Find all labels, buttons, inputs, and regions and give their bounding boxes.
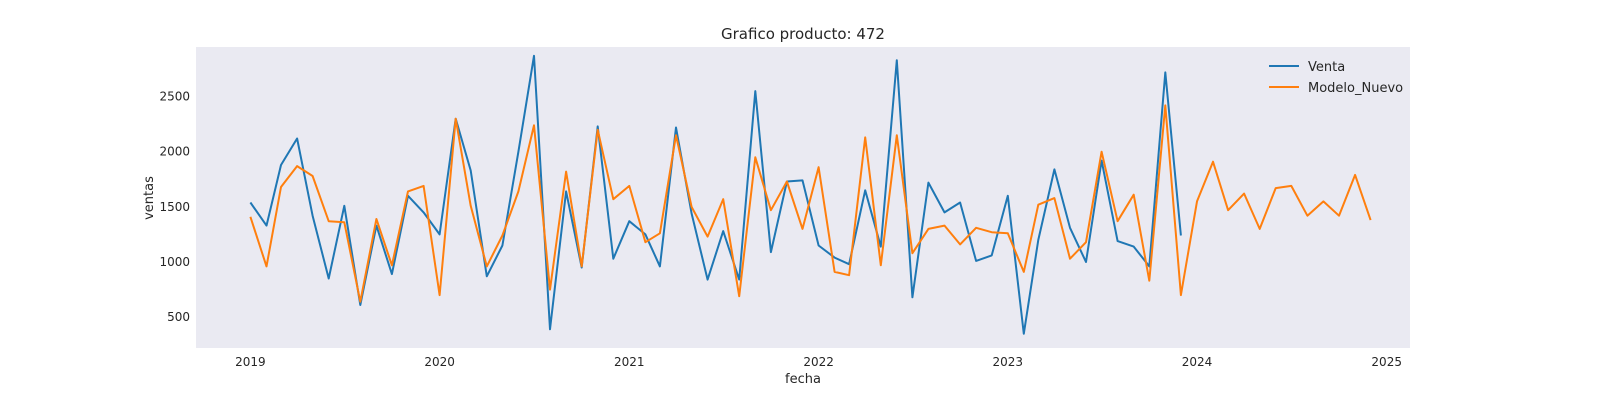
x-tick-label: 2019 bbox=[235, 355, 266, 369]
x-tick-label: 2021 bbox=[614, 355, 645, 369]
x-tick-label: 2024 bbox=[1182, 355, 1213, 369]
legend-label-venta: Venta bbox=[1308, 60, 1345, 75]
legend: Venta Modelo_Nuevo bbox=[1269, 60, 1403, 96]
x-tick-label: 2023 bbox=[993, 355, 1024, 369]
y-tick-label: 1000 bbox=[159, 255, 190, 269]
y-axis-label: ventas bbox=[142, 176, 157, 220]
x-tick-label: 2025 bbox=[1371, 355, 1402, 369]
plot-area bbox=[196, 47, 1410, 348]
y-tick-label: 1500 bbox=[159, 200, 190, 214]
legend-label-modelo-nuevo: Modelo_Nuevo bbox=[1308, 81, 1403, 96]
y-tick-label: 2500 bbox=[159, 90, 190, 104]
x-axis-label: fecha bbox=[785, 372, 821, 387]
series-line-venta bbox=[249, 54, 1182, 335]
x-tick-label: 2022 bbox=[803, 355, 834, 369]
x-tick-label: 2020 bbox=[424, 355, 455, 369]
y-tick-label: 500 bbox=[167, 310, 190, 324]
series-line-modelo-nuevo bbox=[249, 104, 1372, 303]
y-tick-label: 2000 bbox=[159, 145, 190, 159]
chart-title: Grafico producto: 472 bbox=[721, 25, 885, 43]
